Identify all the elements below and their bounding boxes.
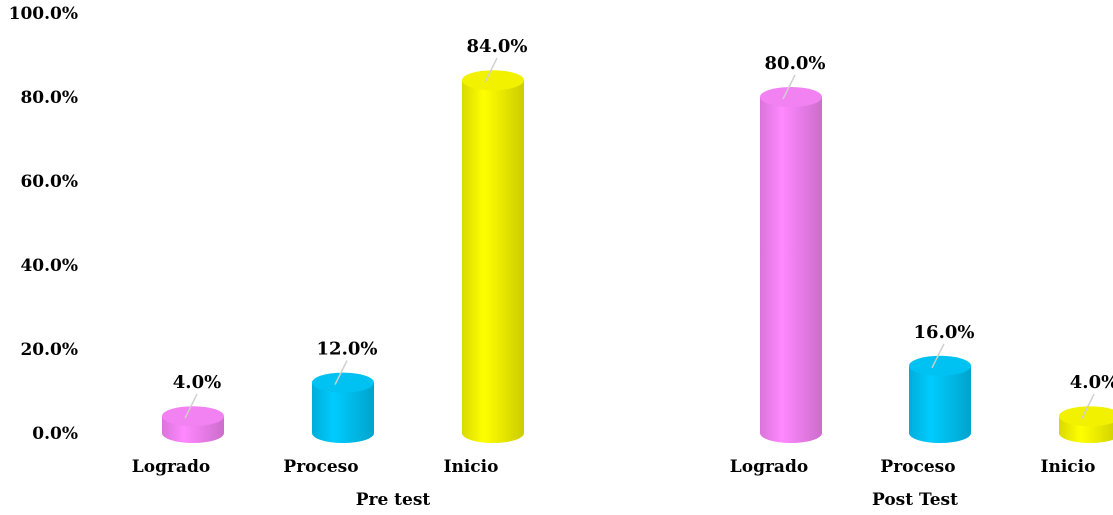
- bar-top: [312, 372, 374, 393]
- y-tick-label: 40.0%: [20, 256, 78, 276]
- y-axis: 0.0% 20.0% 40.0% 60.0% 80.0% 100.0%: [9, 4, 78, 444]
- data-label: 12.0%: [317, 339, 378, 360]
- x-axis: Logrado Proceso Inicio Pre test Logrado Proce…: [132, 457, 1096, 510]
- bar-pre-test-proceso: 12.0%: [312, 339, 377, 443]
- bar-top: [462, 70, 524, 91]
- data-label: 4.0%: [173, 372, 221, 393]
- category-label: Logrado: [132, 457, 210, 477]
- bars-layer: 4.0% 12.0% 84.0% 80.0% 16.0% 4.0%: [162, 36, 1113, 443]
- bar-top: [162, 406, 224, 427]
- data-label: 84.0%: [467, 36, 528, 57]
- leader-line: [484, 57, 498, 83]
- category-label: Proceso: [880, 457, 955, 477]
- data-label: 4.0%: [1070, 372, 1113, 393]
- bar-top: [1059, 406, 1113, 427]
- group-label: Post Test: [872, 490, 958, 510]
- group-label: Pre test: [356, 490, 431, 510]
- y-tick-label: 100.0%: [9, 4, 78, 24]
- leader-line: [931, 343, 945, 369]
- bar-body: [462, 80, 524, 443]
- bar-body: [909, 365, 971, 443]
- bar-top: [760, 87, 822, 107]
- category-label: Inicio: [444, 457, 499, 477]
- leader-line: [184, 393, 198, 419]
- bar-body: [760, 97, 822, 443]
- bar-post-test-inicio: 4.0%: [1059, 372, 1113, 443]
- leader-line: [334, 360, 348, 385]
- category-label: Inicio: [1041, 457, 1096, 477]
- y-tick-label: 20.0%: [20, 340, 78, 360]
- data-label: 16.0%: [914, 322, 975, 343]
- bar-pre-test-inicio: 84.0%: [462, 36, 527, 443]
- y-tick-label: 60.0%: [20, 172, 78, 192]
- y-tick-label: 80.0%: [20, 88, 78, 108]
- bar-post-test-logrado: 80.0%: [760, 53, 825, 443]
- bar-top: [909, 355, 971, 376]
- data-label: 80.0%: [765, 53, 826, 74]
- leader-line: [1081, 393, 1095, 419]
- category-label: Logrado: [730, 457, 808, 477]
- bar-body: [312, 382, 374, 443]
- y-tick-label: 0.0%: [32, 424, 78, 444]
- bar-pre-test-logrado: 4.0%: [162, 372, 224, 443]
- leader-line: [782, 74, 796, 100]
- bar-post-test-proceso: 16.0%: [909, 322, 974, 443]
- category-label: Proceso: [283, 457, 358, 477]
